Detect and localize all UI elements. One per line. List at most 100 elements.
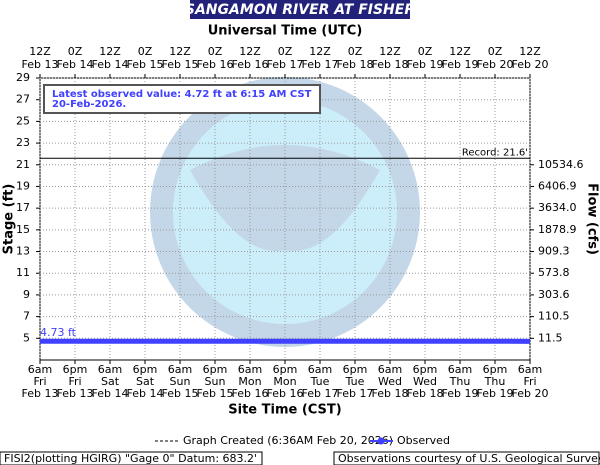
top-tick-label: Feb 20	[512, 58, 549, 71]
x-tick-label: Feb 14	[92, 387, 129, 400]
x-tick-label: 6am	[238, 363, 262, 376]
x-tick-label: Sun	[205, 375, 226, 388]
top-tick-label: 0Z	[208, 45, 223, 58]
y2-axis-title: Flow (cfs)	[585, 183, 600, 255]
y-tick-label: 29	[16, 71, 30, 84]
y2-tick-label: 6406.9	[538, 179, 577, 192]
top-tick-label: Feb 19	[442, 58, 479, 71]
top-tick-label: Feb 15	[127, 58, 164, 71]
y-tick-label: 17	[16, 201, 30, 214]
top-tick-label: 0Z	[68, 45, 83, 58]
x-tick-label: Feb 14	[127, 387, 164, 400]
x-tick-label: 6am	[98, 363, 122, 376]
y-tick-label: 9	[23, 288, 30, 301]
top-tick-label: Feb 17	[267, 58, 304, 71]
y-tick-label: 13	[16, 245, 30, 258]
x-tick-label: Thu	[449, 375, 471, 388]
footer-right-box	[333, 451, 600, 465]
x-tick-label: Feb 17	[337, 387, 374, 400]
x-tick-label: Feb 19	[442, 387, 479, 400]
top-tick-label: 0Z	[138, 45, 153, 58]
x-tick-label: Feb 13	[57, 387, 94, 400]
x-tick-label: 6pm	[63, 363, 88, 376]
x-tick-label: Tue	[345, 375, 365, 388]
y-tick-label: 5	[23, 331, 30, 344]
top-tick-label: Feb 18	[372, 58, 409, 71]
top-tick-label: Feb 20	[477, 58, 514, 71]
latest-box	[43, 84, 321, 114]
footer-left-box	[0, 451, 263, 465]
top-tick-label: Feb 14	[92, 58, 129, 71]
top-tick-label: 12Z	[309, 45, 331, 58]
x-tick-label: Feb 17	[302, 387, 339, 400]
last-value-label: 4.73 ft	[40, 326, 77, 339]
legend-label: Observed	[397, 434, 450, 447]
x-tick-label: Feb 20	[512, 387, 549, 400]
title-bar	[190, 0, 410, 19]
top-tick-label: Feb 16	[197, 58, 234, 71]
x-tick-label: Feb 16	[267, 387, 304, 400]
y-tick-label: 27	[16, 93, 30, 106]
top-tick-label: 12Z	[379, 45, 401, 58]
x-tick-label: 6am	[28, 363, 52, 376]
x-tick-label: Thu	[484, 375, 506, 388]
x-tick-label: Sun	[170, 375, 191, 388]
y-tick-label: 7	[23, 310, 30, 323]
top-tick-label: 0Z	[278, 45, 293, 58]
x-tick-label: Feb 15	[162, 387, 199, 400]
x-tick-label: 6pm	[343, 363, 368, 376]
y2-tick-label: 10534.6	[538, 158, 584, 171]
x-axis-title: Site Time (CST)	[228, 403, 341, 418]
x-tick-label: Sat	[136, 375, 155, 388]
chart-title: SANGAMON RIVER AT FISHER	[185, 2, 415, 18]
x-tick-label: Fri	[68, 375, 81, 388]
y2-tick-label: 3634.0	[538, 201, 577, 214]
y2-tick-label: 303.6	[538, 288, 570, 301]
y-tick-label: 25	[16, 114, 30, 127]
y-tick-label: 19	[16, 179, 30, 192]
footer-right: Observations courtesy of U.S. Geological…	[338, 452, 600, 465]
top-tick-label: Feb 18	[337, 58, 374, 71]
top-tick-label: 12Z	[239, 45, 261, 58]
latest-text: Latest observed value: 4.72 ft at 6:15 A…	[52, 89, 312, 100]
footer-left: FISI2(plotting HGIRG) "Gage 0" Datum: 68…	[4, 452, 257, 465]
top-tick-label: 0Z	[488, 45, 503, 58]
x-tick-label: 6am	[308, 363, 332, 376]
x-tick-label: Feb 18	[372, 387, 409, 400]
top-tick-label: 12Z	[519, 45, 541, 58]
top-tick-label: Feb 17	[302, 58, 339, 71]
x-tick-label: 6pm	[413, 363, 438, 376]
top-tick-label: 12Z	[99, 45, 121, 58]
top-tick-label: 0Z	[348, 45, 363, 58]
x-tick-label: Feb 19	[477, 387, 514, 400]
latest-text: 20-Feb-2026.	[52, 99, 126, 110]
x-tick-label: 6pm	[203, 363, 228, 376]
y-tick-label: 11	[16, 266, 30, 279]
x-tick-label: 6am	[448, 363, 472, 376]
x-tick-label: Wed	[378, 375, 402, 388]
top-tick-label: Feb 13	[22, 58, 59, 71]
top-tick-label: Feb 19	[407, 58, 444, 71]
x-tick-label: Sat	[101, 375, 120, 388]
x-tick-label: Mon	[273, 375, 296, 388]
legend: Graph Created (6:36AM Feb 20, 2026) Obse…	[155, 434, 450, 447]
y-tick-label: 23	[16, 136, 30, 149]
top-tick-label: Feb 14	[57, 58, 94, 71]
y2-tick-label: 573.8	[538, 266, 570, 279]
top-tick-label: 12Z	[169, 45, 191, 58]
x-tick-label: Fri	[33, 375, 46, 388]
y2-tick-label: 110.5	[538, 310, 570, 323]
y-tick-label: 15	[16, 223, 30, 236]
x-tick-label: Feb 13	[22, 387, 59, 400]
record-label: Record: 21.6'	[462, 147, 528, 158]
x-tick-label: 6am	[518, 363, 542, 376]
x-tick-label: 6pm	[273, 363, 298, 376]
top-tick-label: Feb 15	[162, 58, 199, 71]
x-tick-label: Tue	[310, 375, 330, 388]
top-tick-label: 12Z	[29, 45, 51, 58]
y-tick-label: 21	[16, 158, 30, 171]
x-tick-label: Feb 15	[197, 387, 234, 400]
x-tick-label: 6pm	[483, 363, 508, 376]
x-tick-label: 6am	[168, 363, 192, 376]
